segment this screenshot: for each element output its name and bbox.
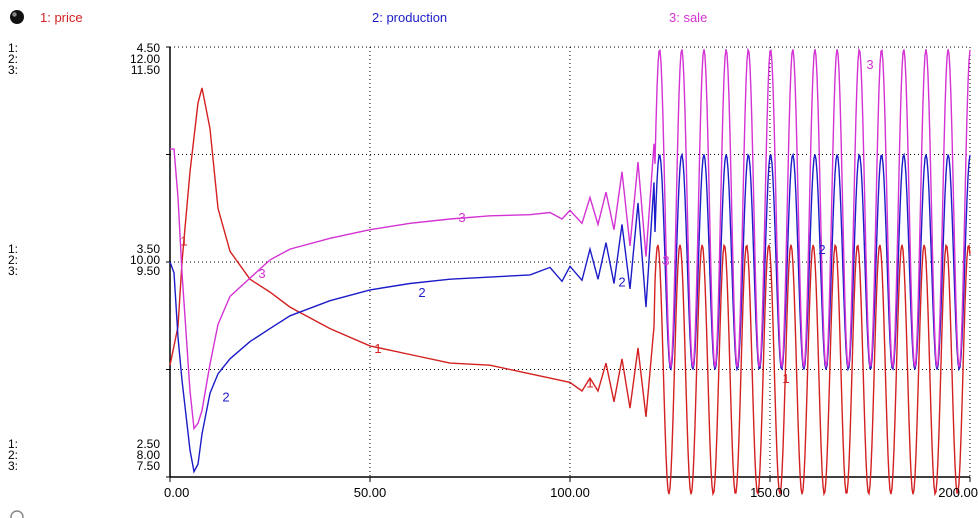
series-line-3 bbox=[170, 47, 971, 431]
footer-icon bbox=[10, 510, 24, 518]
series-marker-1: 1 bbox=[374, 341, 381, 356]
series-marker-1: 1 bbox=[586, 375, 593, 390]
y-axis-bottom: 1: 2: 3: 2.50 8.00 7.50 bbox=[8, 437, 160, 473]
series-line-1 bbox=[169, 87, 971, 497]
series-marker-2: 2 bbox=[618, 274, 625, 289]
series-markers: 1 1 1 1 2 2 2 2 3 3 3 3 bbox=[180, 57, 873, 404]
series-marker-3: 3 bbox=[258, 266, 265, 281]
series-marker-1: 1 bbox=[180, 234, 187, 249]
grid-lines bbox=[170, 46, 971, 477]
series-marker-3: 3 bbox=[458, 210, 465, 225]
series-lines bbox=[169, 47, 971, 497]
series-marker-3: 3 bbox=[662, 253, 669, 268]
series-marker-1: 1 bbox=[782, 371, 789, 386]
x-tick-label: 50.00 bbox=[354, 485, 387, 500]
series-marker-3: 3 bbox=[866, 57, 873, 72]
pin-icon[interactable] bbox=[10, 10, 24, 24]
x-tick-labels: 0.00 50.00 100.00 150.00 200.00 bbox=[164, 485, 978, 500]
x-tick-label: 150.00 bbox=[750, 485, 790, 500]
axes bbox=[166, 46, 971, 482]
series-marker-2: 2 bbox=[418, 285, 425, 300]
x-tick-label: 100.00 bbox=[550, 485, 590, 500]
x-tick-label: 200.00 bbox=[938, 485, 978, 500]
x-tick-label: 0.00 bbox=[164, 485, 189, 500]
y-axis-middle: 1: 2: 3: 3.50 10.00 9.50 bbox=[8, 242, 160, 278]
legend-price: 1: price bbox=[40, 10, 83, 25]
series-marker-2: 2 bbox=[818, 242, 825, 257]
legend-production: 2: production bbox=[372, 10, 448, 25]
y-axis-top: 1: 2: 3: 4.50 12.00 11.50 bbox=[8, 41, 160, 77]
series-marker-2: 2 bbox=[222, 389, 229, 404]
legend-sale: 3: sale bbox=[669, 10, 708, 25]
